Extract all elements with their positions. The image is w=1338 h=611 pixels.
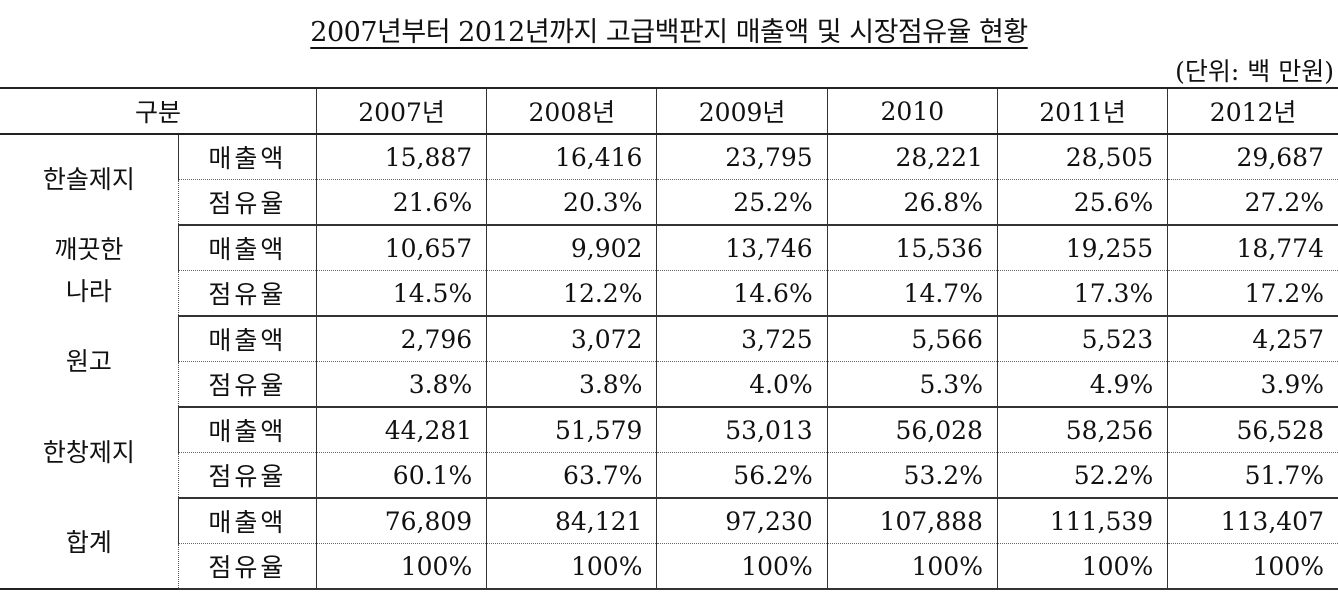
page-title: 2007년부터 2012년까지 고급백판지 매출액 및 시장점유율 현황 bbox=[0, 10, 1338, 49]
share-value: 100% bbox=[826, 543, 998, 590]
header-year: 2008년 bbox=[486, 88, 658, 135]
table-row: 합계 매출액 76,809 84,121 97,230 107,888 111,539 113… bbox=[0, 498, 1338, 589]
share-value: 17.2% bbox=[1167, 270, 1338, 317]
table-row: 점유율 21.6% 20.3% 25.2% 26.8% 25.6% 27.2% bbox=[0, 179, 1338, 226]
sales-value: 28,221 bbox=[826, 134, 998, 180]
sales-value: 84,121 bbox=[486, 498, 658, 544]
title-text: 2007년부터 2012년까지 고급백판지 매출액 및 시장점유율 현황 bbox=[310, 17, 1028, 48]
sales-value: 107,888 bbox=[826, 498, 998, 544]
header-year: 2007년 bbox=[315, 88, 488, 135]
share-value: 12.2% bbox=[486, 270, 658, 317]
sales-value: 23,795 bbox=[656, 134, 828, 180]
sales-value: 18,774 bbox=[1167, 225, 1338, 271]
sales-value: 58,256 bbox=[996, 407, 1169, 453]
sales-value: 29,687 bbox=[1167, 134, 1338, 180]
share-value: 53.2% bbox=[826, 452, 998, 499]
sales-value: 111,539 bbox=[996, 498, 1169, 544]
share-value: 3.8% bbox=[486, 361, 658, 408]
share-value: 52.2% bbox=[996, 452, 1169, 499]
metric-label: 매출액 bbox=[177, 316, 317, 362]
table-row: 점유율 100% 100% 100% 100% 100% 100% bbox=[0, 543, 1338, 590]
header-year: 2009년 bbox=[656, 88, 828, 135]
share-value: 56.2% bbox=[656, 452, 828, 499]
sales-value: 3,072 bbox=[486, 316, 658, 362]
sales-value: 97,230 bbox=[656, 498, 828, 544]
sales-value: 3,725 bbox=[656, 316, 828, 362]
metric-label: 점유율 bbox=[178, 179, 317, 226]
metric-label: 매출액 bbox=[177, 498, 317, 544]
sales-value: 51,579 bbox=[486, 407, 658, 453]
metric-label: 점유율 bbox=[178, 543, 317, 590]
share-value: 60.1% bbox=[315, 452, 488, 499]
table-row: 점유율 60.1% 63.7% 56.2% 53.2% 52.2% 51.7% bbox=[0, 452, 1338, 499]
company-name: 합계 bbox=[0, 498, 179, 589]
sales-value: 44,281 bbox=[315, 407, 488, 453]
sales-value: 16,416 bbox=[486, 134, 658, 180]
share-value: 4.9% bbox=[996, 361, 1169, 408]
sales-value: 28,505 bbox=[996, 134, 1169, 180]
share-value: 14.6% bbox=[656, 270, 828, 317]
share-value: 3.8% bbox=[315, 361, 488, 408]
sales-value: 53,013 bbox=[656, 407, 828, 453]
share-value: 3.9% bbox=[1167, 361, 1338, 408]
metric-label: 점유율 bbox=[178, 270, 317, 317]
table-row: 한솔제지 매출액 15,887 16,416 23,795 28,221 28,505 29,… bbox=[0, 134, 1338, 225]
header-category: 구분 bbox=[0, 88, 317, 135]
share-value: 51.7% bbox=[1167, 452, 1338, 499]
sales-value: 10,657 bbox=[315, 225, 488, 271]
metric-label: 매출액 bbox=[177, 407, 317, 453]
share-value: 100% bbox=[486, 543, 658, 590]
company-name: 한솔제지 bbox=[0, 134, 179, 225]
company-name: 한창제지 bbox=[0, 407, 179, 498]
share-value: 20.3% bbox=[486, 179, 658, 226]
share-value: 21.6% bbox=[315, 179, 488, 226]
share-value: 100% bbox=[656, 543, 828, 590]
sales-value: 19,255 bbox=[996, 225, 1169, 271]
share-value: 100% bbox=[996, 543, 1169, 590]
table-row: 점유율 3.8% 3.8% 4.0% 5.3% 4.9% 3.9% bbox=[0, 361, 1338, 408]
header-year: 2012년 bbox=[1167, 88, 1338, 135]
header-row: 구분 2007년 2008년 2009년 2010 2011년 2012년 bbox=[0, 88, 1338, 135]
share-value: 17.3% bbox=[996, 270, 1169, 317]
metric-label: 점유율 bbox=[178, 361, 317, 408]
sales-value: 56,528 bbox=[1167, 407, 1338, 453]
table-row: 깨끗한 나라 매출액 10,657 9,902 13,746 15,536 19,255 18… bbox=[0, 225, 1338, 316]
share-value: 14.7% bbox=[826, 270, 998, 317]
header-year: 2010 bbox=[826, 88, 998, 135]
sales-value: 15,536 bbox=[826, 225, 998, 271]
sales-value: 5,523 bbox=[996, 316, 1169, 362]
sales-value: 4,257 bbox=[1167, 316, 1338, 362]
share-value: 100% bbox=[315, 543, 488, 590]
sales-value: 5,566 bbox=[826, 316, 998, 362]
unit-label: (단위: 백 만원) bbox=[1175, 57, 1334, 86]
metric-label: 매출액 bbox=[177, 134, 317, 180]
header-year: 2011년 bbox=[996, 88, 1169, 135]
table-row: 원고 매출액 2,796 3,072 3,725 5,566 5,523 4,257 bbox=[0, 316, 1338, 407]
share-value: 27.2% bbox=[1167, 179, 1338, 226]
share-value: 25.2% bbox=[656, 179, 828, 226]
share-value: 14.5% bbox=[315, 270, 488, 317]
table-row: 한창제지 매출액 44,281 51,579 53,013 56,028 58,256 56,… bbox=[0, 407, 1338, 498]
sales-value: 9,902 bbox=[486, 225, 658, 271]
share-value: 25.6% bbox=[996, 179, 1169, 226]
share-value: 100% bbox=[1167, 543, 1338, 590]
metric-label: 점유율 bbox=[178, 452, 317, 499]
sales-value: 56,028 bbox=[826, 407, 998, 453]
sales-share-table: 구분 2007년 2008년 2009년 2010 2011년 2012년 한솔… bbox=[0, 87, 1338, 590]
share-value: 26.8% bbox=[826, 179, 998, 226]
table-row: 점유율 14.5% 12.2% 14.6% 14.7% 17.3% 17.2% bbox=[0, 270, 1338, 317]
sales-value: 113,407 bbox=[1167, 498, 1338, 544]
sales-value: 13,746 bbox=[656, 225, 828, 271]
sales-value: 2,796 bbox=[315, 316, 488, 362]
share-value: 4.0% bbox=[656, 361, 828, 408]
share-value: 63.7% bbox=[486, 452, 658, 499]
metric-label: 매출액 bbox=[177, 225, 317, 271]
company-name: 원고 bbox=[0, 316, 179, 407]
sales-value: 15,887 bbox=[315, 134, 488, 180]
table-body: 한솔제지 매출액 15,887 16,416 23,795 28,221 28,505 29,… bbox=[0, 134, 1338, 590]
share-value: 5.3% bbox=[826, 361, 998, 408]
sales-value: 76,809 bbox=[315, 498, 488, 544]
company-name: 깨끗한 나라 bbox=[0, 225, 179, 316]
